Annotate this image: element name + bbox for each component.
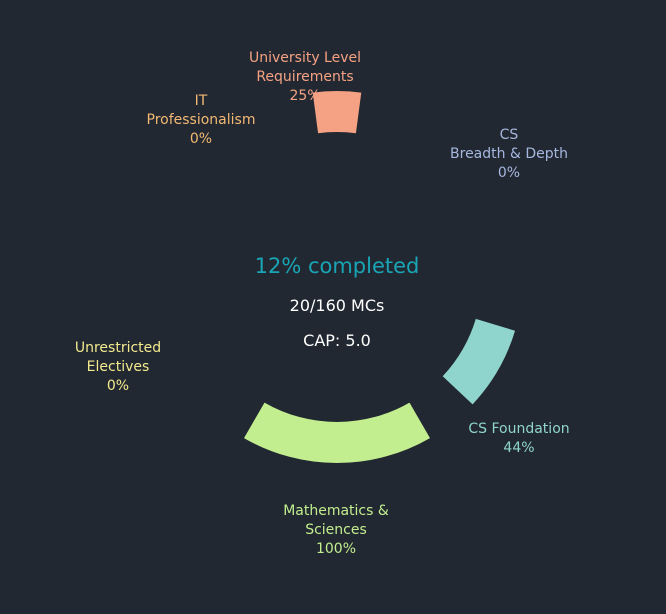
label-percent: 100% (315, 541, 357, 557)
label-line: Sciences (305, 522, 367, 538)
label-line: Breadth & Depth (450, 146, 568, 162)
label-cs-foundation: CS Foundation 44% (468, 420, 569, 458)
label-line: CS Foundation (468, 421, 570, 437)
label-line: Requirements (256, 69, 354, 85)
label-percent: 0% (497, 165, 521, 181)
label-line: Electives (86, 359, 150, 375)
cap-score: CAP: 5.0 (303, 331, 371, 350)
label-mathematics-sciences: Mathematics & Sciences 100% (283, 502, 389, 559)
label-line: Professionalism (146, 112, 256, 128)
mcs-count: 20/160 MCs (289, 296, 385, 315)
label-unrestricted-electives: Unrestricted Electives 0% (75, 339, 161, 396)
label-university-level-requirements: University Level Requirements 25% (249, 49, 361, 106)
label-percent: 44% (503, 440, 535, 456)
label-cs-breadth-depth: CS Breadth & Depth 0% (450, 126, 568, 183)
label-percent: 25% (289, 88, 321, 104)
progress-arc-university-level-requirements (312, 91, 362, 134)
label-percent: 0% (189, 131, 213, 147)
progress-arc-cs-foundation (442, 318, 516, 405)
completed-percent: 12% completed (254, 254, 420, 278)
label-line: Mathematics & (283, 503, 389, 519)
label-line: Unrestricted (74, 340, 162, 356)
label-it-professionalism: IT Professionalism 0% (147, 92, 256, 149)
label-line: CS (499, 127, 519, 143)
progress-arc-mathematics-sciences (244, 402, 430, 463)
label-line: University Level (248, 50, 362, 66)
label-percent: 0% (106, 378, 130, 394)
label-line: IT (194, 93, 208, 109)
